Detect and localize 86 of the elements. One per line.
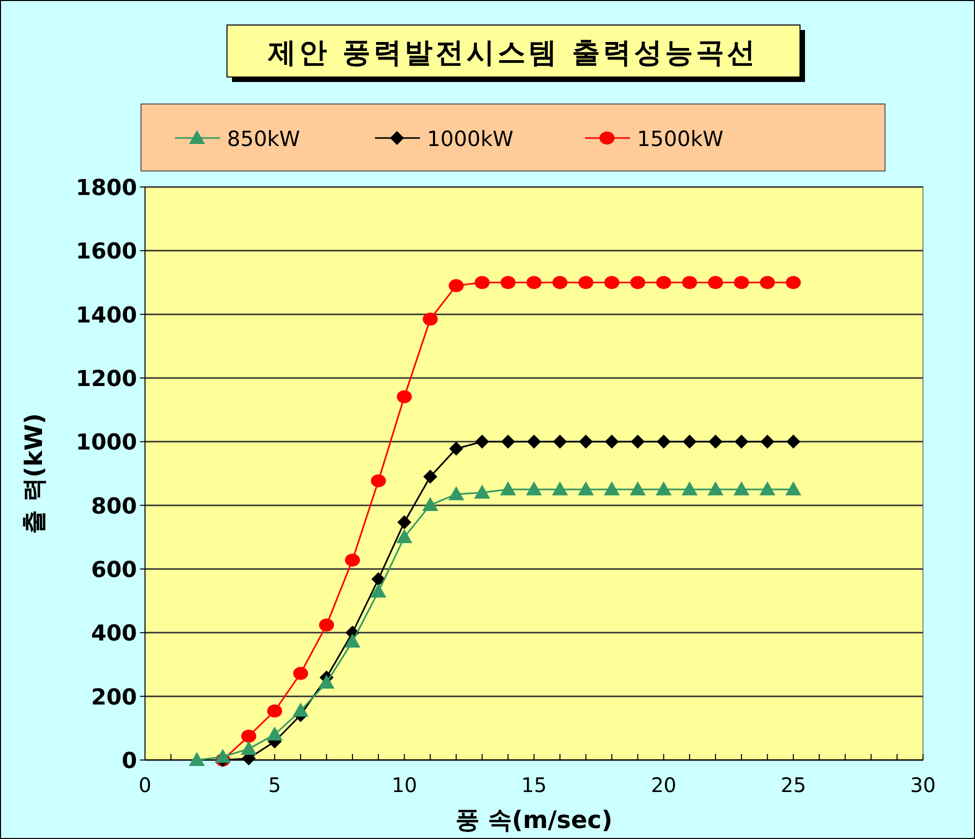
point (240, 740, 257, 755)
point (448, 279, 464, 292)
point (785, 481, 802, 496)
point (292, 702, 309, 717)
point (448, 486, 464, 500)
point (656, 481, 672, 496)
point (214, 748, 231, 763)
point (423, 470, 438, 484)
point (578, 434, 593, 449)
point (708, 481, 724, 496)
point (371, 572, 386, 586)
point (422, 312, 438, 326)
point (318, 674, 335, 689)
point (552, 434, 567, 449)
point (241, 730, 256, 743)
x-tick-label: 15 (521, 773, 547, 797)
x-tick-label: 10 (392, 773, 418, 797)
point (449, 442, 464, 456)
point (188, 752, 205, 766)
legend-label: 1000kW (427, 127, 514, 151)
point (656, 434, 671, 449)
point (501, 434, 516, 449)
y-tick-label: 0 (122, 749, 137, 774)
point (500, 276, 516, 289)
point (552, 481, 568, 496)
point (604, 434, 619, 449)
point (760, 434, 774, 449)
point (734, 276, 749, 289)
point (760, 276, 775, 289)
legend-label: 850kW (227, 127, 300, 151)
y-tick-label: 600 (91, 558, 137, 583)
point (630, 481, 646, 496)
point (293, 666, 308, 680)
point (397, 515, 412, 530)
point (734, 434, 748, 449)
point (682, 276, 698, 289)
point (474, 484, 490, 499)
y-axis-title: 출 력(kW) (20, 413, 48, 534)
point (552, 276, 568, 289)
y-tick-label: 1000 (76, 430, 137, 456)
x-tick-label: 0 (138, 773, 152, 797)
point (344, 634, 360, 648)
point (708, 276, 724, 289)
x-axis-title: 풍 속(m/sec) (456, 806, 612, 834)
point (786, 276, 801, 289)
point (526, 276, 542, 289)
point (475, 434, 490, 449)
point (344, 554, 360, 567)
y-tick-label: 800 (91, 494, 137, 520)
y-tick-label: 400 (91, 622, 137, 647)
point (370, 474, 386, 488)
point (656, 276, 672, 289)
point (578, 481, 594, 496)
point (682, 481, 698, 496)
point (370, 584, 386, 598)
point (267, 704, 282, 718)
point (786, 434, 800, 449)
point (396, 390, 412, 404)
point (266, 726, 283, 741)
point (396, 529, 412, 544)
point (708, 434, 723, 449)
point (630, 276, 646, 289)
point (604, 276, 620, 289)
y-tick-label: 1800 (76, 176, 137, 201)
point (630, 434, 645, 449)
chart-title: 제안 풍력발전시스템 출력성능곡선 (266, 36, 758, 69)
y-tick-label: 1600 (76, 240, 137, 265)
y-tick-label: 1200 (76, 367, 137, 392)
y-tick-label: 200 (91, 685, 137, 710)
x-tick-label: 30 (910, 773, 936, 797)
x-tick-label: 25 (780, 773, 806, 797)
y-tick-label: 1400 (76, 303, 137, 328)
point (526, 481, 542, 496)
point (527, 434, 541, 449)
point (604, 481, 620, 496)
point (474, 276, 490, 289)
point (733, 481, 750, 496)
legend-label: 1500kW (637, 127, 724, 151)
point (578, 276, 594, 289)
point (422, 497, 438, 512)
point (500, 481, 516, 496)
x-tick-label: 5 (268, 773, 282, 797)
point (319, 618, 334, 632)
point (759, 481, 776, 496)
x-tick-label: 20 (650, 773, 676, 797)
point (682, 434, 697, 449)
